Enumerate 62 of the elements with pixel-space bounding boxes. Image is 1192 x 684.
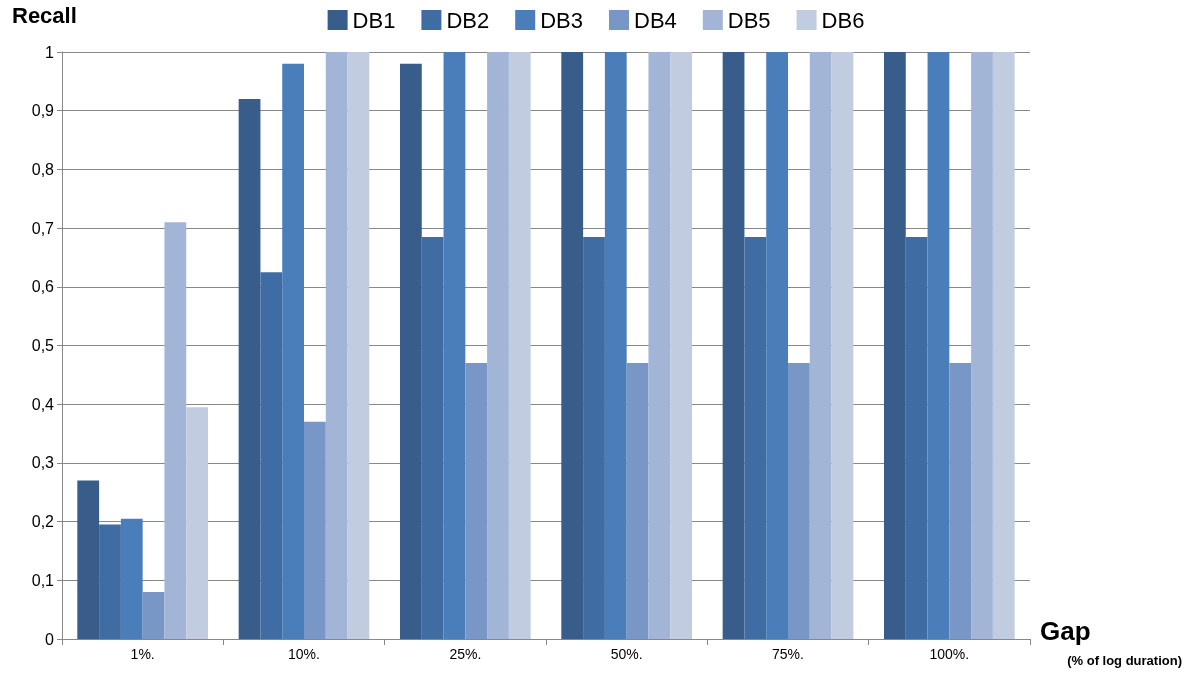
x-tick-label: 25%. [449,646,482,662]
bar [142,592,165,639]
bar [927,52,950,639]
bar [399,63,422,639]
y-tick-label: 0,8 [31,160,55,178]
bar [508,52,531,639]
bar [992,52,1015,639]
bar [238,98,261,639]
bar [744,236,767,639]
y-tick-label: 0,9 [31,102,55,120]
bar [831,52,854,639]
bar [421,236,444,639]
y-tick-label: 1 [45,43,55,61]
bar [949,363,972,639]
y-tick-label: 0,3 [31,454,55,472]
bar [120,518,143,639]
bar [260,272,283,639]
y-tick-label: 0,1 [31,571,55,589]
bar [77,480,100,639]
bar [670,52,693,639]
bar [766,52,788,639]
bar [487,52,509,639]
x-tick-label: 1%. [130,646,155,662]
bar [325,52,348,639]
legend-label: DB5 [727,7,771,33]
bar [722,52,745,639]
y-tick-label: 0,4 [31,395,55,413]
y-axis-title: Recall [12,2,77,28]
bar [304,421,326,639]
legend-label: DB1 [352,7,396,33]
y-tick-label: 0,7 [31,219,55,237]
legend-label: DB2 [446,7,490,33]
bar [347,52,370,639]
bar [99,524,121,639]
y-tick-label: 0,5 [31,337,55,354]
legend-label: DB3 [540,7,583,33]
bar [648,52,671,639]
legend-label: DB6 [821,7,865,33]
x-tick-label: 75%. [772,646,804,662]
bar [883,52,906,639]
bar [905,236,928,639]
bar [282,63,304,639]
bar [443,52,466,639]
bar [604,52,627,639]
bar [788,363,810,639]
bar [626,363,649,639]
bar [561,52,584,639]
x-tick-label: 10%. [288,646,320,662]
bar [583,236,605,639]
bar [186,407,209,639]
x-tick-label: 100%. [929,646,970,662]
x-tick-label: 50%. [610,646,643,662]
bar [809,52,832,639]
y-tick-label: 0,6 [31,278,55,296]
bar [971,52,993,639]
text: (% of log duration) [1067,653,1182,668]
bar [465,363,488,639]
legend-label: DB4 [634,7,677,33]
bar [164,222,187,639]
y-tick-label: 0,2 [31,513,55,531]
x-axis-title: Gap [1040,616,1091,646]
y-tick-label: 0 [45,630,55,648]
